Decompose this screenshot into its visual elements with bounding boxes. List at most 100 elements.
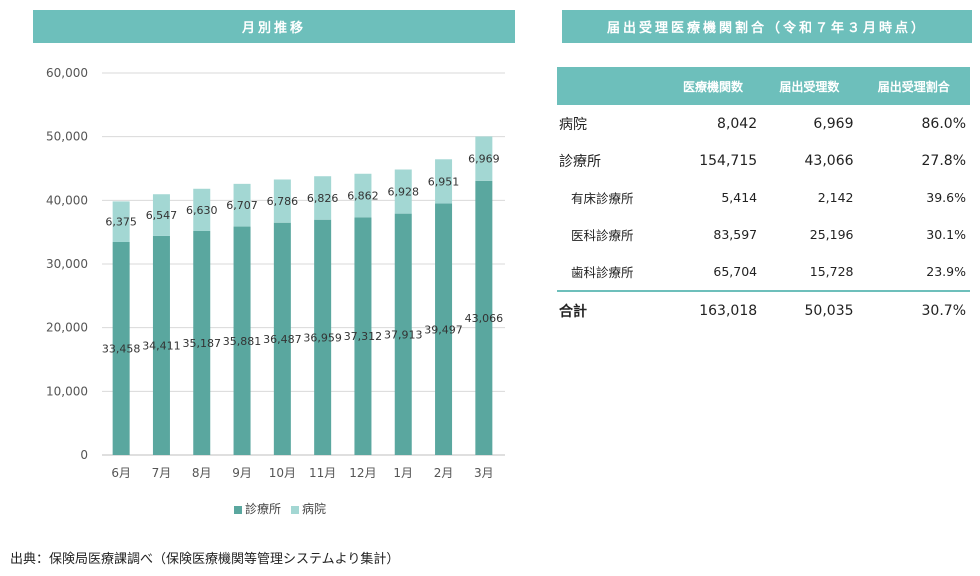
bar-hospital xyxy=(112,201,130,242)
data-label-clinic: 37,312 xyxy=(344,330,383,343)
col-header-ratio: 届出受理割合 xyxy=(857,67,970,105)
x-tick-label: 11月 xyxy=(309,466,336,480)
bar-clinic xyxy=(314,219,332,455)
bar-clinic xyxy=(112,241,130,455)
row-ratio: 30.1% xyxy=(926,227,966,242)
data-label-hospital: 6,375 xyxy=(105,216,137,229)
table-header-row: 医療機関数 届出受理数 届出受理割合 xyxy=(557,67,970,105)
data-label-hospital: 6,547 xyxy=(146,209,178,222)
row-count: 8,042 xyxy=(717,115,758,132)
bar-hospital xyxy=(193,188,211,231)
ratio-table: 医療機関数 届出受理数 届出受理割合 病院 8,042 6,969 86.0% … xyxy=(557,67,970,329)
row-ratio: 86.0% xyxy=(921,115,966,132)
bar-hospital xyxy=(314,176,332,220)
bar-clinic xyxy=(475,180,493,455)
row-count: 154,715 xyxy=(699,152,758,169)
table-row: 医科診療所 83,597 25,196 30.1% xyxy=(557,216,970,253)
col-header-count: 医療機関数 xyxy=(664,67,762,105)
data-label-hospital: 6,786 xyxy=(267,195,299,208)
bar-clinic xyxy=(233,226,251,455)
row-name: 有床診療所 xyxy=(571,191,634,206)
row-count: 65,704 xyxy=(713,264,758,279)
row-accepted: 43,066 xyxy=(804,152,854,169)
source-note: 出典：保険局医療課調べ（保険医療機関等管理システムより集計） xyxy=(10,552,400,567)
data-label-hospital: 6,928 xyxy=(388,186,420,199)
x-tick-label: 10月 xyxy=(269,466,296,480)
chart-header: 月別推移 xyxy=(33,10,515,43)
data-label-hospital: 6,707 xyxy=(226,199,258,212)
row-name: 歯科診療所 xyxy=(571,265,634,280)
y-tick-label: 30,000 xyxy=(46,257,88,271)
x-tick-label: 6月 xyxy=(111,466,131,480)
data-label-clinic: 34,411 xyxy=(142,339,181,352)
total-count: 163,018 xyxy=(664,290,762,329)
table-header: 届出受理医療機関割合（令和７年３月時点） xyxy=(562,10,972,43)
table-row: 有床診療所 5,414 2,142 39.6% xyxy=(557,179,970,216)
bar-clinic xyxy=(152,235,170,455)
row-ratio: 27.8% xyxy=(921,152,966,169)
row-accepted: 15,728 xyxy=(809,264,854,279)
data-label-hospital: 6,862 xyxy=(347,190,379,203)
total-name: 合計 xyxy=(557,290,665,329)
row-name: 診療所 xyxy=(559,153,601,170)
data-label-hospital: 6,630 xyxy=(186,204,218,217)
row-accepted: 25,196 xyxy=(809,227,854,242)
x-tick-label: 9月 xyxy=(232,466,252,480)
total-accepted: 50,035 xyxy=(761,290,858,329)
bar-clinic xyxy=(273,222,291,455)
data-label-clinic: 36,959 xyxy=(303,331,342,344)
y-tick-label: 60,000 xyxy=(46,66,88,80)
col-header-name xyxy=(557,67,665,105)
data-label-hospital: 6,826 xyxy=(307,192,339,205)
row-accepted: 6,969 xyxy=(813,115,854,132)
legend-item-hospital: 病院 xyxy=(291,500,326,517)
x-tick-label: 8月 xyxy=(192,466,212,480)
row-ratio: 39.6% xyxy=(926,190,966,205)
y-tick-label: 50,000 xyxy=(46,130,88,144)
data-label-clinic: 35,881 xyxy=(223,335,262,348)
row-ratio: 23.9% xyxy=(926,264,966,279)
col-header-accepted: 届出受理数 xyxy=(761,67,858,105)
bar-clinic xyxy=(193,230,211,455)
y-tick-label: 10,000 xyxy=(46,384,88,398)
x-tick-label: 3月 xyxy=(474,466,494,480)
data-label-hospital: 6,969 xyxy=(468,153,500,166)
bar-hospital xyxy=(354,173,372,218)
x-tick-label: 1月 xyxy=(393,466,413,480)
table-row: 歯科診療所 65,704 15,728 23.9% xyxy=(557,253,970,291)
table-row: 診療所 154,715 43,066 27.8% xyxy=(557,142,970,179)
row-count: 83,597 xyxy=(713,227,758,242)
bar-hospital xyxy=(233,183,251,227)
table-total-row: 合計 163,018 50,035 30.7% xyxy=(557,290,970,329)
bar-clinic xyxy=(435,203,453,455)
total-ratio: 30.7% xyxy=(857,290,970,329)
bar-hospital xyxy=(152,194,170,236)
row-accepted: 2,142 xyxy=(817,190,854,205)
data-label-clinic: 43,066 xyxy=(465,312,504,325)
row-name: 医科診療所 xyxy=(571,228,634,243)
x-tick-label: 7月 xyxy=(152,466,172,480)
data-label-clinic: 33,458 xyxy=(102,342,141,355)
bar-hospital xyxy=(475,136,493,181)
data-label-clinic: 37,913 xyxy=(384,328,423,341)
chart-legend: 診療所 病院 xyxy=(234,500,326,517)
table-row: 病院 8,042 6,969 86.0% xyxy=(557,105,970,142)
row-name: 病院 xyxy=(559,116,587,133)
legend-item-clinic: 診療所 xyxy=(234,500,281,517)
data-label-clinic: 36,487 xyxy=(263,333,302,346)
bar-clinic xyxy=(354,217,372,455)
data-label-clinic: 39,497 xyxy=(424,323,463,336)
x-tick-label: 12月 xyxy=(349,466,376,480)
bar-hospital xyxy=(273,179,291,223)
y-tick-label: 20,000 xyxy=(46,321,88,335)
bar-hospital xyxy=(394,169,412,214)
data-label-clinic: 35,187 xyxy=(183,337,222,350)
bar-hospital xyxy=(435,159,453,204)
row-count: 5,414 xyxy=(721,190,758,205)
data-label-hospital: 6,951 xyxy=(428,175,460,188)
y-tick-label: 0 xyxy=(80,448,88,462)
y-tick-label: 40,000 xyxy=(46,193,88,207)
bar-clinic xyxy=(394,213,412,455)
monthly-stacked-bar-chart: 0 10,000 20,000 30,000 40,000 50,000 60,000 33,… xyxy=(46,66,505,480)
x-tick-label: 2月 xyxy=(434,466,454,480)
